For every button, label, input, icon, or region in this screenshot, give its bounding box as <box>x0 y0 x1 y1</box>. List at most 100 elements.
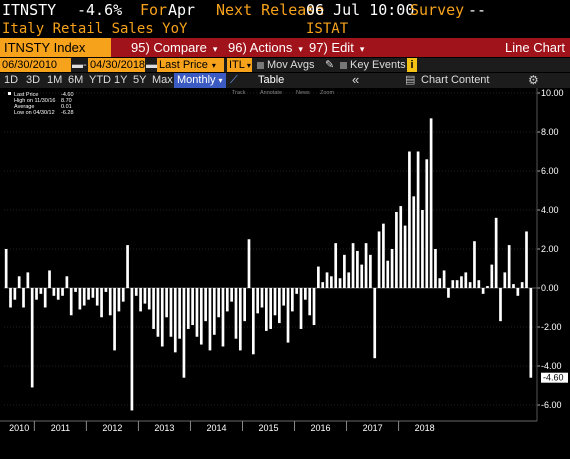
bar <box>173 288 177 353</box>
bar <box>351 243 355 288</box>
calendar-start-icon[interactable]: ▬ <box>72 59 83 71</box>
chart-content-icon[interactable]: ▤ <box>405 74 416 86</box>
index-field[interactable]: ITNSTY Index <box>0 38 111 57</box>
info-icon[interactable]: i <box>407 58 417 72</box>
period-1d[interactable]: 1D <box>4 74 19 86</box>
bars-layer <box>4 118 533 411</box>
bar <box>30 288 34 388</box>
next-release-value: 06 Jul 10:00 <box>306 1 415 19</box>
bar <box>121 288 125 302</box>
bar <box>56 288 60 300</box>
bar <box>256 288 260 314</box>
x-tick-label: 2013 <box>154 423 174 433</box>
bar <box>364 243 368 288</box>
chart-tools: Track Annotate News Zoom <box>232 90 334 96</box>
bar <box>299 288 303 329</box>
period-3d[interactable]: 3D <box>26 74 41 86</box>
gear-icon[interactable]: ⚙ <box>528 73 539 87</box>
bar <box>186 288 190 329</box>
bar <box>204 288 207 322</box>
key-events-toggle[interactable]: Key Events <box>340 58 406 72</box>
frequency-caret-icon: ▾ <box>218 76 223 85</box>
period-1m[interactable]: 1M <box>47 74 63 86</box>
annotate-tool[interactable]: Annotate <box>260 90 282 96</box>
view-type-button[interactable]: Line Chart <box>505 40 565 55</box>
bar <box>117 288 121 312</box>
bar <box>312 288 316 326</box>
actions-caret-icon: ▾ <box>298 44 303 54</box>
currency-value: ITL <box>229 59 245 71</box>
bar <box>104 288 108 292</box>
bar <box>520 282 524 288</box>
bar <box>165 288 168 318</box>
bar <box>247 239 251 288</box>
last-value: -4.6% <box>77 1 123 19</box>
bar <box>490 264 494 288</box>
line-chart-icon[interactable]: ⟋ <box>230 74 238 86</box>
ticker-label[interactable]: ITNSTY <box>2 1 57 19</box>
compare-label: 95) Compare <box>131 40 207 55</box>
track-tool[interactable]: Track <box>232 90 246 96</box>
bar <box>460 276 463 288</box>
bar <box>52 288 56 296</box>
bar <box>82 288 86 306</box>
bar <box>516 288 520 296</box>
bar <box>494 217 498 288</box>
bar <box>69 288 73 316</box>
start-date-input[interactable]: 06/30/2010 <box>0 58 71 72</box>
currency-select[interactable]: ITL ▾ <box>227 58 252 72</box>
bar <box>395 211 398 288</box>
bar <box>399 206 403 288</box>
last-value-badge-text: -4.60 <box>543 373 564 383</box>
zoom-tool[interactable]: Zoom <box>320 90 334 96</box>
period-1y[interactable]: 1Y <box>114 74 128 86</box>
bar <box>468 282 472 288</box>
bar <box>499 288 502 322</box>
bar <box>113 288 116 351</box>
actions-button[interactable]: 96) Actions ▾ <box>228 38 303 57</box>
bar <box>169 288 173 337</box>
bar <box>65 276 69 288</box>
legend-low-label: Low on 04/30/12 <box>14 110 55 116</box>
bar <box>22 288 25 308</box>
bar <box>13 288 17 300</box>
legend-high-label: High on 11/30/16 <box>14 98 56 104</box>
field-select[interactable]: Last Price ▾ <box>157 58 224 72</box>
calendar-end-icon[interactable]: ▬ <box>146 59 157 71</box>
bar <box>425 159 429 288</box>
field-value: Last Price <box>159 59 208 71</box>
bar <box>43 288 47 308</box>
news-tool[interactable]: News <box>296 90 310 96</box>
table-button[interactable]: Table <box>258 74 285 86</box>
mov-avgs-toggle[interactable]: Mov Avgs <box>257 58 315 72</box>
period-bar: 1D 3D 1M 6M YTD 1Y 5Y Max Monthly ▾ ⟋ Tab… <box>0 73 570 88</box>
pencil-icon[interactable]: ✎ <box>325 59 335 71</box>
chart-content-button[interactable]: Chart Content <box>421 74 490 86</box>
security-header: ITNSTY -4.6% For Apr Next Release 06 Jul… <box>0 0 570 20</box>
bar <box>48 270 51 288</box>
bar <box>390 249 394 288</box>
bar <box>225 288 229 312</box>
period-max[interactable]: Max <box>152 74 173 86</box>
bar <box>529 288 533 378</box>
period-ytd[interactable]: YTD <box>89 74 111 86</box>
bar <box>507 245 511 288</box>
collapse-icon[interactable]: « <box>352 72 360 87</box>
period-5y[interactable]: 5Y <box>133 74 147 86</box>
bar <box>382 223 385 288</box>
bar <box>26 272 30 288</box>
bar <box>100 288 103 318</box>
end-date-input[interactable]: 04/30/2018 <box>88 58 146 72</box>
bar-chart[interactable]: 10.00 8.00 6.00 4.00 2.00 0.00 -2.00 -4.00 -6.00… <box>0 88 570 459</box>
bar <box>143 288 147 304</box>
edit-button[interactable]: 97) Edit ▾ <box>309 38 364 57</box>
frequency-select[interactable]: Monthly ▾ <box>174 73 226 88</box>
bar <box>403 225 407 288</box>
y-axis: 10.00 8.00 6.00 4.00 2.00 0.00 -2.00 -4.00 -6.00 <box>536 88 564 421</box>
bar <box>438 278 442 288</box>
period-6m[interactable]: 6M <box>68 74 84 86</box>
compare-button[interactable]: 95) Compare ▾ <box>131 38 217 57</box>
source-label: ISTAT <box>306 21 349 37</box>
bar <box>74 288 77 292</box>
bar <box>61 288 64 296</box>
